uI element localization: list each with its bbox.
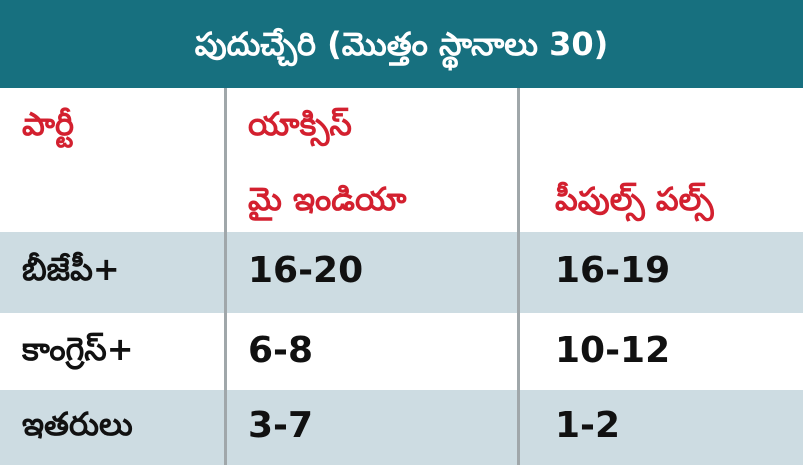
title-bar [0,0,803,88]
party-name: ఇతరులు [22,405,133,443]
party-name: కాంగ్రెస్+ [22,330,134,368]
seat-range: 6-8 [248,330,314,371]
seat-range: 10-12 [555,330,671,371]
row-band [0,232,803,313]
header-axis: మై ఇండియా [248,180,407,218]
seat-range: 3-7 [248,405,314,446]
column-separator [517,88,520,465]
header-pulse: పీపుల్స్ పల్స్ [555,180,714,218]
seat-range: 16-19 [555,250,671,291]
column-separator [224,88,227,465]
header-axis: యాక్సిస్ [248,105,352,143]
party-name: బీజేపీ+ [22,250,120,288]
header-party: పార్టీ [22,105,74,143]
row-band [0,390,803,465]
seat-range: 1-2 [555,405,621,446]
title: పుదుచ్చేరి (మొత్తం స్థానాలు 30) [194,25,609,63]
seat-range: 16-20 [248,250,364,291]
